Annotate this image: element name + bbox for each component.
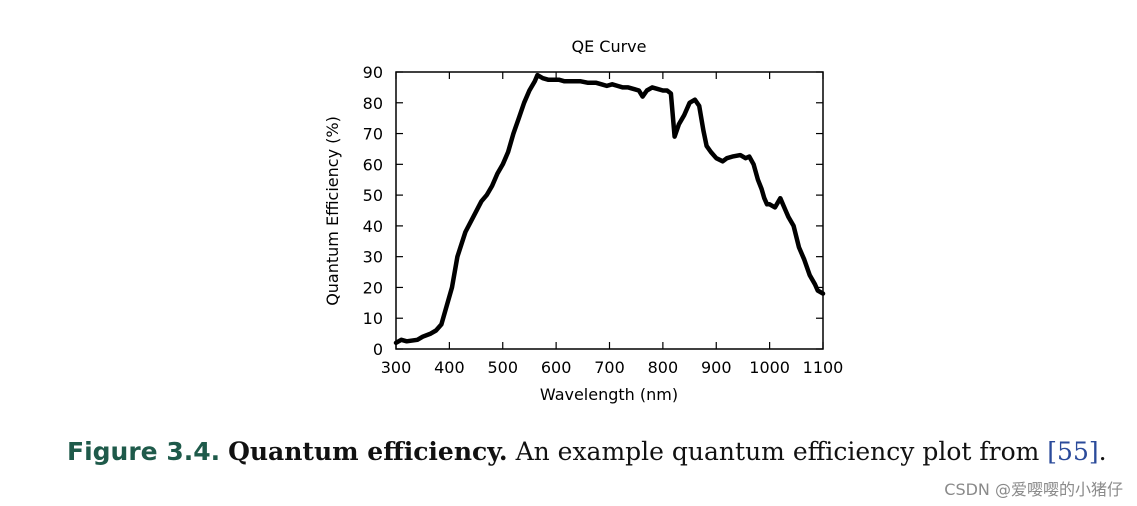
x-tick-label: 1100 xyxy=(803,358,844,377)
x-tick-label: 800 xyxy=(648,358,679,377)
y-tick-label: 90 xyxy=(363,63,383,82)
x-tick-label: 1000 xyxy=(749,358,790,377)
plot-area: 300 400 500 600 700 800 900 1000 1100 0 10 20 30 40 50… xyxy=(363,63,844,377)
x-tick-label: 400 xyxy=(434,358,465,377)
x-tick-label: 500 xyxy=(487,358,518,377)
y-tick-label: 50 xyxy=(363,186,383,205)
y-tick-label: 30 xyxy=(363,248,383,267)
x-tick-label: 700 xyxy=(594,358,625,377)
y-tick-label: 40 xyxy=(363,217,383,236)
y-tick-label: 20 xyxy=(363,278,383,297)
caption-text: An example quantum efficiency plot from xyxy=(515,437,1048,466)
figure-number: Figure 3.4. xyxy=(67,437,221,466)
y-tick-label: 0 xyxy=(373,340,383,359)
figure-title: Quantum efficiency. xyxy=(228,437,508,466)
y-axis-label: Quantum Efficiency (%) xyxy=(323,116,342,306)
x-tick-label: 900 xyxy=(701,358,732,377)
y-tick-label: 10 xyxy=(363,309,383,328)
x-tick-label: 300 xyxy=(381,358,412,377)
watermark: CSDN @爱嘤嘤的小猪仔 xyxy=(944,480,1123,499)
figure-caption: Figure 3.4. Quantum efficiency. An examp… xyxy=(67,437,1107,466)
plot-frame xyxy=(395,71,824,350)
y-tick-label: 80 xyxy=(363,94,383,113)
qe-series-line xyxy=(393,72,826,346)
caption-period: . xyxy=(1098,437,1107,466)
x-axis-label: Wavelength (nm) xyxy=(540,385,678,404)
qe-chart: QE Curve 300 400 500 600 700 800 900 1000 1100 0 1… xyxy=(323,37,844,404)
y-tick-label: 70 xyxy=(363,125,383,144)
citation-link[interactable]: [55] xyxy=(1047,437,1099,466)
x-tick-label: 600 xyxy=(541,358,572,377)
y-tick-label: 60 xyxy=(363,155,383,174)
chart-title: QE Curve xyxy=(572,37,647,56)
